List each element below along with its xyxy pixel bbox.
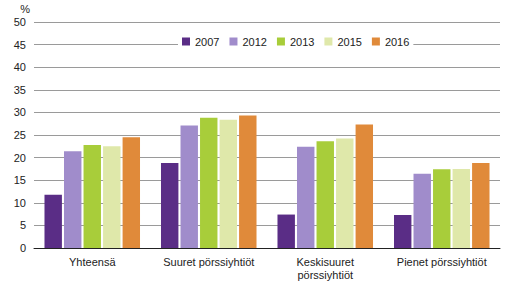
svg-text:20: 20 [14, 152, 26, 164]
svg-text:10: 10 [14, 197, 26, 209]
svg-text:25: 25 [14, 129, 26, 141]
svg-text:Yhteensä: Yhteensä [69, 256, 116, 268]
svg-text:40: 40 [14, 61, 26, 73]
svg-text:2015: 2015 [337, 36, 361, 48]
svg-text:pörssiyhtiöt: pörssiyhtiöt [297, 269, 353, 281]
svg-text:2016: 2016 [385, 36, 409, 48]
svg-text:2007: 2007 [195, 36, 219, 48]
svg-text:Suuret pörssiyhtiöt: Suuret pörssiyhtiöt [163, 256, 254, 268]
svg-text:2013: 2013 [290, 36, 314, 48]
svg-text:Pienet pörssiyhtiöt: Pienet pörssiyhtiöt [397, 256, 487, 268]
svg-text:30: 30 [14, 106, 26, 118]
svg-text:0: 0 [20, 242, 26, 254]
svg-text:Keskisuuret: Keskisuuret [297, 256, 354, 268]
svg-text:%: % [20, 3, 30, 15]
svg-text:50: 50 [14, 16, 26, 28]
svg-text:15: 15 [14, 174, 26, 186]
svg-text:5: 5 [20, 219, 26, 231]
svg-text:35: 35 [14, 84, 26, 96]
svg-text:45: 45 [14, 39, 26, 51]
svg-text:2012: 2012 [242, 36, 266, 48]
